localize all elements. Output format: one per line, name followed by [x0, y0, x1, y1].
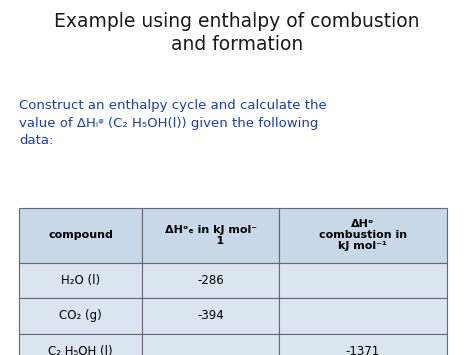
Bar — [142, 208, 279, 263]
Bar — [279, 263, 447, 298]
Text: CO₂ (g): CO₂ (g) — [59, 310, 102, 322]
Bar — [19, 263, 142, 298]
Text: -286: -286 — [197, 274, 224, 287]
Bar — [279, 208, 447, 263]
Text: Construct an enthalpy cycle and calculate the
value of ΔHᵢᵠ (C₂ H₅OH(l)) given t: Construct an enthalpy cycle and calculat… — [19, 99, 327, 147]
Text: -394: -394 — [197, 310, 224, 322]
Bar — [279, 334, 447, 355]
Text: H₂O (l): H₂O (l) — [61, 274, 100, 287]
Bar — [19, 208, 142, 263]
Text: -1371: -1371 — [346, 345, 380, 355]
Bar — [142, 334, 279, 355]
Bar — [142, 298, 279, 334]
Text: ΔHᵒₑ in kJ mol⁻
     1: ΔHᵒₑ in kJ mol⁻ 1 — [164, 225, 257, 246]
Bar — [279, 298, 447, 334]
Bar — [142, 263, 279, 298]
Text: Example using enthalpy of combustion
and formation: Example using enthalpy of combustion and… — [54, 12, 420, 54]
Text: ΔHᵒ
combustion in
kJ mol⁻¹: ΔHᵒ combustion in kJ mol⁻¹ — [319, 219, 407, 251]
Text: C₂ H₅OH (l): C₂ H₅OH (l) — [48, 345, 113, 355]
Text: compound: compound — [48, 230, 113, 240]
Bar — [19, 298, 142, 334]
Bar — [19, 334, 142, 355]
